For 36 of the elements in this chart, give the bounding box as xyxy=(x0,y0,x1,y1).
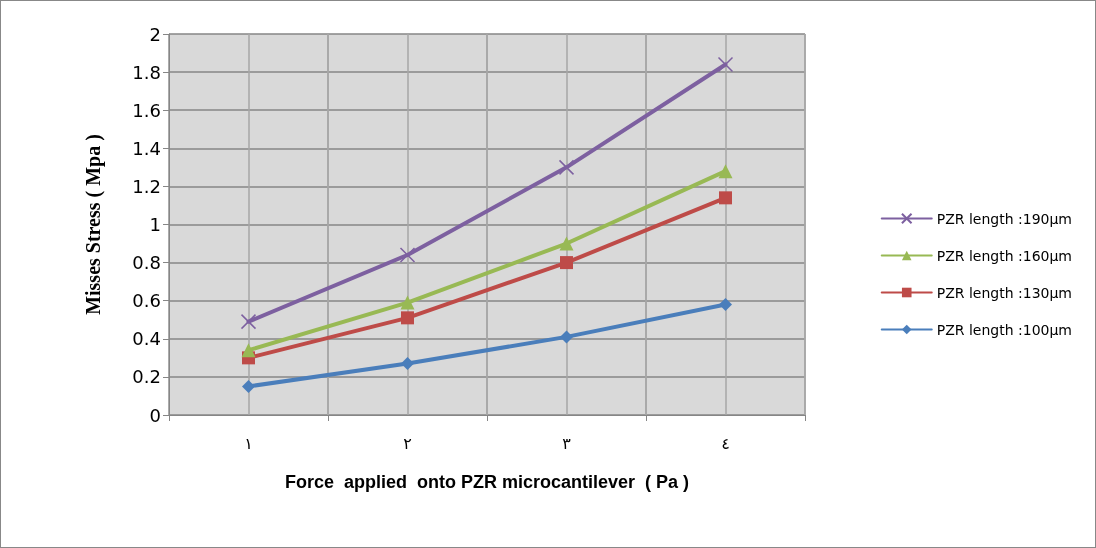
x-tick-label: ١ xyxy=(244,433,253,453)
y-tick-label: 0.6 xyxy=(132,290,161,312)
point xyxy=(719,298,732,312)
x-tick-label: ٣ xyxy=(562,433,572,453)
point xyxy=(240,313,257,330)
point xyxy=(717,56,734,73)
y-tick-label: 0.2 xyxy=(132,366,161,388)
y-axis-title: Misses Stress ( Mpa ) xyxy=(82,134,105,315)
point xyxy=(241,343,256,358)
point xyxy=(560,330,573,344)
y-tick-label: 0 xyxy=(149,404,161,426)
legend-label: PZR length :130µm xyxy=(936,284,1073,301)
x-axis-title: Force applied onto PZR microcantilever ( Pa ) xyxy=(284,472,690,492)
y-tick-label: 1.8 xyxy=(132,61,161,83)
y-tick-label: 1.4 xyxy=(132,137,161,159)
y-tick-label: 1.6 xyxy=(132,99,161,121)
legend-label: PZR length :160µm xyxy=(936,247,1073,264)
legend-label: PZR length :100µm xyxy=(936,321,1073,338)
point xyxy=(719,191,732,205)
point xyxy=(560,256,573,270)
point xyxy=(559,236,574,251)
point xyxy=(242,379,255,393)
point xyxy=(399,247,416,263)
y-tick-label: 0.4 xyxy=(132,328,161,350)
point xyxy=(718,164,733,179)
point xyxy=(401,357,414,371)
point xyxy=(400,295,415,310)
legend-label: PZR length :190µm xyxy=(936,210,1073,227)
y-tick-label: 0.8 xyxy=(132,252,161,274)
y-tick-label: 2 xyxy=(149,23,161,45)
point xyxy=(401,311,414,325)
y-tick-label: 1 xyxy=(149,214,161,235)
x-tick-label: ٢ xyxy=(403,433,412,453)
x-tick-label: ٤ xyxy=(721,433,730,453)
point xyxy=(558,159,575,176)
y-tick-label: 1.2 xyxy=(132,175,161,197)
